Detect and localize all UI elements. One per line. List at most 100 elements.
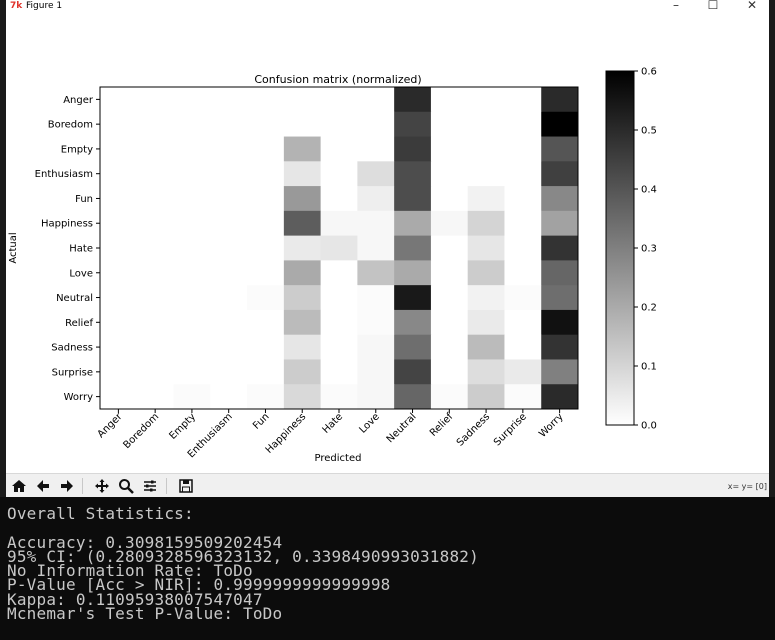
heatmap-cell [320,87,358,113]
heatmap-cell [173,87,211,113]
heatmap-cell [173,111,211,137]
heatmap-cell [394,210,432,237]
y-tick-label: Hate [69,244,93,255]
zoom-icon[interactable] [115,476,137,496]
y-tick-label: Anger [63,95,94,106]
heatmap-cell [467,136,505,162]
heatmap-cell [247,260,285,286]
heatmap-cell [394,285,432,311]
heatmap-cell [283,186,322,212]
x-tick-label: Surprise [492,411,529,448]
x-tick-label: Boredom [122,411,162,451]
heatmap-cell [136,186,174,212]
heatmap-cell [283,260,322,286]
toolbar-separator [82,478,83,494]
heatmap-cell [394,111,432,137]
heatmap-cell [173,334,211,360]
heatmap-cell [247,210,285,237]
heatmap-cell [136,210,174,237]
heatmap-cell [283,309,322,336]
console-line: 95% CI: (0.2809328596323132, 0.339849099… [7,547,479,566]
console-line: Kappa: 0.11095938007547047 [7,590,263,609]
maximize-button[interactable]: ☐ [707,0,719,12]
y-tick-label: Sadness [51,343,93,354]
heatmap-cell [467,285,505,311]
heatmap-cell [283,136,322,162]
y-axis-label: Actual [8,232,19,263]
heatmap-cell [247,309,285,336]
heatmap-cell [541,334,579,360]
minimize-button[interactable]: – [673,0,679,12]
heatmap-cell [136,161,174,187]
heatmap-cell [210,161,248,187]
heatmap-cell [430,285,469,311]
heatmap-cell [210,235,248,261]
heatmap-cell [394,359,432,385]
heatmap-cell [173,161,211,187]
back-arrow-icon[interactable] [32,476,54,496]
heatmap-cell [100,309,138,336]
heatmap-cell [320,384,358,410]
colorbar-tick-label: 0.0 [641,421,657,432]
home-icon[interactable] [8,476,30,496]
heatmap-cell [357,210,395,237]
colorbar [605,70,635,426]
title-bar: 7k Figure 1 – ☐ ✕ [6,0,769,14]
close-button[interactable]: ✕ [746,0,758,12]
heatmap-cell [504,260,542,286]
heatmap-cell [504,384,542,410]
heatmap-cell [320,186,358,212]
y-tick-label: Surprise [52,367,93,378]
heatmap-cell [136,260,174,286]
heatmap-cell [394,87,432,113]
heatmap-cell [210,136,248,162]
heatmap-cell [100,186,138,212]
heatmap-cell [357,87,395,113]
heatmap-cell [357,235,395,261]
heatmap-cell [357,260,395,286]
heatmap-cell [320,136,358,162]
heatmap-cell [394,260,432,286]
heatmap-cell [136,309,174,336]
heatmap-cell [136,235,174,261]
pan-icon[interactable] [91,476,113,496]
y-tick-label: Enthusiasm [35,169,93,180]
heatmap-cell [283,384,322,410]
console-line: P-Value [Acc > NIR]: 0.9999999999999998 [7,575,391,594]
heatmap-cell [247,384,285,410]
heatmap-cell [136,111,174,137]
configure-subplots-icon[interactable] [139,476,161,496]
heatmap-cell [467,87,505,113]
forward-arrow-icon[interactable] [56,476,78,496]
heatmap-cell [283,359,322,385]
heatmap-cell [173,186,211,212]
x-tick-label: Anger [96,411,125,440]
y-tick-label: Empty [61,144,93,155]
x-tick-label: Relief [428,411,456,439]
heatmap-cell [504,161,542,187]
heatmap-cell [430,111,469,137]
heatmap-cell [430,384,469,410]
heatmap-cell [430,235,469,261]
heatmap-cell [430,186,469,212]
heatmap-cell [173,285,211,311]
heatmap-cell [394,235,432,261]
heatmap-cell [541,359,579,385]
heatmap-cell [357,111,395,137]
heatmap-cell [430,136,469,162]
x-tick-label: Love [357,411,381,435]
colorbar-tick-label: 0.6 [641,67,657,78]
heatmap-cell [357,309,395,336]
heatmap-cell [467,309,505,336]
heatmap-cell [394,161,432,187]
heatmap-cell [100,235,138,261]
figure-window: 7k Figure 1 – ☐ ✕ Confusion matrix (norm… [0,0,775,498]
heatmap-cell [210,210,248,237]
heatmap-cell [173,136,211,162]
x-tick-label: Hate [321,411,346,436]
save-icon[interactable] [175,476,197,496]
app-icon: 7k [10,1,23,11]
heatmap-cell [504,186,542,212]
heatmap-cell [283,235,322,261]
heatmap-cell [173,260,211,286]
